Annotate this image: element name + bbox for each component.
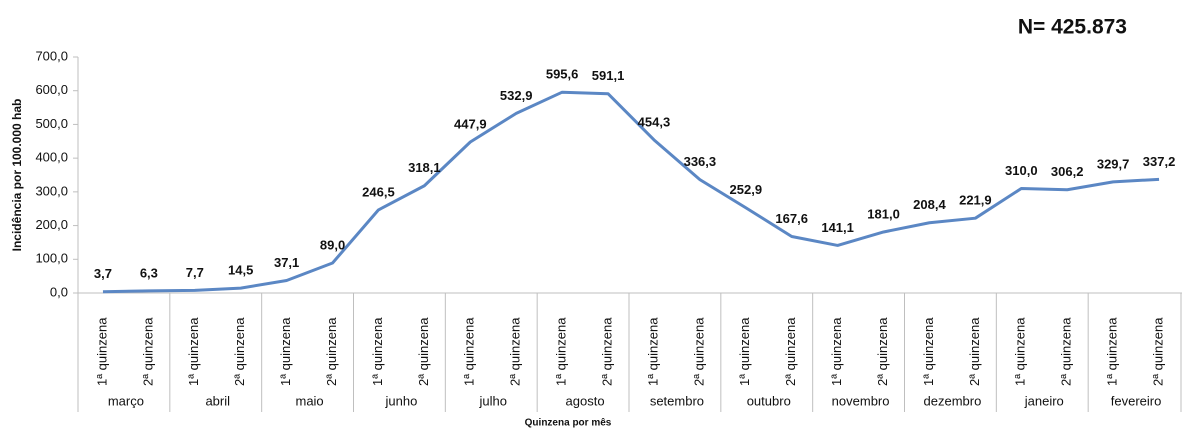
x-tick-label: 1ª quinzena <box>921 317 936 386</box>
value-label: 310,0 <box>1005 163 1038 178</box>
month-label: dezembro <box>924 393 982 408</box>
y-tick-label: 0,0 <box>50 284 68 299</box>
value-label: 14,5 <box>228 263 253 278</box>
value-label: 306,2 <box>1051 164 1084 179</box>
value-label: 454,3 <box>638 114 671 129</box>
y-axis-label: Incidência por 100.000 hab <box>10 99 24 252</box>
x-tick-label: 2ª quinzena <box>416 317 431 386</box>
value-label: 447,9 <box>454 116 487 131</box>
y-tick-label: 600,0 <box>35 82 68 97</box>
x-tick-label: 2ª quinzena <box>691 317 706 386</box>
value-label: 37,1 <box>274 255 299 270</box>
x-tick-label: 2ª quinzena <box>875 317 890 386</box>
x-tick-label: 2ª quinzena <box>508 317 523 386</box>
value-label: 7,7 <box>186 265 204 280</box>
month-label: maio <box>295 393 323 408</box>
x-tick-label: 1ª quinzena <box>554 317 569 386</box>
x-tick-label: 2ª quinzena <box>1150 317 1165 386</box>
value-label: 221,9 <box>959 193 992 208</box>
x-axis-label: Quinzena por mês <box>525 418 612 429</box>
x-tick-label: 2ª quinzena <box>324 317 339 386</box>
month-label: fevereiro <box>1111 393 1162 408</box>
value-label: 318,1 <box>408 160 441 175</box>
x-tick-label: 1ª quinzena <box>462 317 477 386</box>
x-tick-label: 1ª quinzena <box>1105 317 1120 386</box>
x-tick-label: 1ª quinzena <box>94 317 109 386</box>
x-tick-label: 2ª quinzena <box>232 317 247 386</box>
x-tick-label: 1ª quinzena <box>645 317 660 386</box>
x-tick-label: 1ª quinzena <box>737 317 752 386</box>
month-label: janeiro <box>1024 393 1064 408</box>
value-label: 89,0 <box>320 237 345 252</box>
x-tick-label: 2ª quinzena <box>967 317 982 386</box>
data-line <box>102 90 1160 294</box>
value-label: 3,7 <box>94 266 112 281</box>
value-label: 591,1 <box>592 68 625 83</box>
month-label: outubro <box>747 393 791 408</box>
value-label: 336,3 <box>684 154 717 169</box>
value-label: 595,6 <box>546 67 579 82</box>
month-label: agosto <box>566 393 605 408</box>
month-label: março <box>108 393 144 408</box>
value-label: 329,7 <box>1097 156 1130 171</box>
value-label: 141,1 <box>821 220 854 235</box>
x-tick-label: 2ª quinzena <box>1059 317 1074 386</box>
value-label: 252,9 <box>730 182 763 197</box>
month-label: junho <box>385 393 418 408</box>
x-tick-label: 1ª quinzena <box>186 317 201 386</box>
month-label: setembro <box>650 393 704 408</box>
month-label: julho <box>479 393 507 408</box>
y-tick-label: 300,0 <box>35 183 68 198</box>
x-tick-label: 2ª quinzena <box>783 317 798 386</box>
x-tick-label: 1ª quinzena <box>278 317 293 386</box>
y-tick-label: 100,0 <box>35 251 68 266</box>
x-tick-label: 2ª quinzena <box>599 317 614 386</box>
value-label: 6,3 <box>140 265 158 280</box>
y-tick-label: 500,0 <box>35 116 68 131</box>
month-label: novembro <box>832 393 890 408</box>
month-label: abril <box>205 393 230 408</box>
x-tick-label: 1ª quinzena <box>1013 317 1028 386</box>
y-tick-label: 200,0 <box>35 217 68 232</box>
y-tick-label: 700,0 <box>35 48 68 63</box>
value-label: 337,2 <box>1143 154 1176 169</box>
value-label: 208,4 <box>913 197 946 212</box>
x-tick-label: 2ª quinzena <box>140 317 155 386</box>
value-label: 246,5 <box>362 184 395 199</box>
chart-title: N= 425.873 <box>1018 16 1127 39</box>
x-tick-label: 1ª quinzena <box>829 317 844 386</box>
x-tick-label: 1ª quinzena <box>370 317 385 386</box>
value-label: 532,9 <box>500 88 533 103</box>
y-tick-label: 400,0 <box>35 150 68 165</box>
value-label: 181,0 <box>867 206 900 221</box>
value-label: 167,6 <box>775 211 808 226</box>
